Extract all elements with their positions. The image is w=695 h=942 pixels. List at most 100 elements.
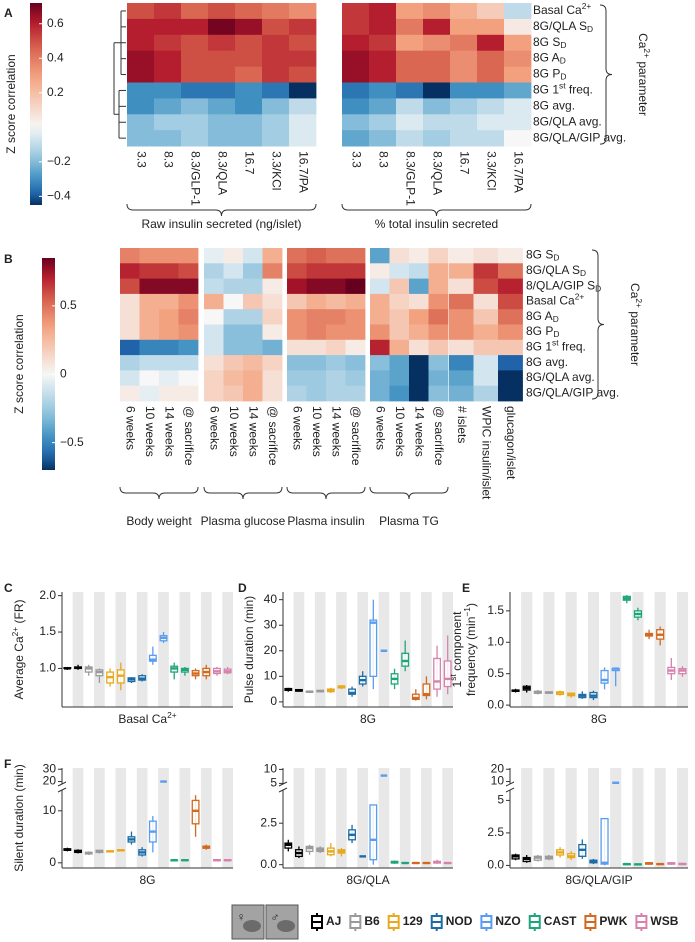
- background-stripe: [357, 592, 368, 707]
- heatmap-cell: [504, 98, 532, 115]
- heatmap-cell: [262, 248, 283, 264]
- heatmap-cell: [306, 248, 327, 264]
- sex-symbol: ♂: [271, 910, 280, 924]
- heatmap-cell: [154, 98, 182, 115]
- heatmap-cell: [423, 50, 451, 67]
- heatmap-cell: [342, 98, 370, 115]
- heatmap-cell: [127, 66, 155, 83]
- heatmap-cell: [306, 355, 327, 371]
- box: [191, 799, 200, 825]
- heatmap-cell: [223, 385, 244, 402]
- heatmap-cell: [243, 355, 263, 371]
- row-label: 8G/QLA avg.: [526, 370, 595, 384]
- heatmap-cell: [159, 263, 179, 279]
- y-tick-label: 1.0: [39, 661, 56, 675]
- block-brace: [369, 486, 449, 500]
- y-tick-label: 1.5: [487, 603, 504, 617]
- heatmap-cell: [154, 34, 182, 52]
- heatmap-cell: [204, 309, 224, 325]
- row-group-brace: [591, 249, 605, 400]
- y-tick-label: 10: [43, 803, 57, 817]
- text-run: 2+: [582, 1, 592, 11]
- heatmap-cell: [154, 50, 182, 67]
- heatmap-cell: [120, 355, 140, 371]
- heatmap-cell: [450, 130, 478, 147]
- heatmap-cell: [369, 18, 397, 36]
- background-stripe: [442, 768, 453, 868]
- heatmap-cell: [287, 263, 307, 279]
- heatmap-cell: [120, 370, 140, 387]
- heatmap-cell: [477, 82, 505, 99]
- text-run: 8G A: [533, 51, 560, 65]
- text-run: 8G S: [526, 248, 553, 262]
- heatmap-cell: [243, 293, 263, 310]
- heatmap-cell: [450, 50, 478, 67]
- heatmap-cell: [243, 385, 263, 402]
- heatmap-cell: [262, 66, 290, 83]
- heatmap-cell: [262, 293, 283, 310]
- heatmap-cell: [235, 66, 263, 83]
- heatmap-cell: [178, 293, 199, 310]
- block-brace: [341, 203, 532, 217]
- heatmap-cell: [127, 3, 155, 20]
- heatmap-cell: [120, 263, 140, 279]
- heatmap-cell: [473, 370, 499, 387]
- heatmap-cell: [235, 3, 263, 20]
- heatmap-cell: [423, 114, 451, 131]
- column-label: 10 weeks: [143, 406, 157, 457]
- heatmap-cell: [409, 293, 429, 310]
- heatmap-cell: [428, 355, 449, 371]
- y-tick-label: 10: [491, 774, 505, 788]
- y-tick-label: 2.0: [39, 588, 56, 602]
- heatmap-cell: [370, 385, 390, 402]
- heatmap-cell: [423, 82, 451, 99]
- heatmap-cell: [423, 130, 451, 147]
- heatmap-cell: [473, 355, 499, 371]
- heatmap-cell: [389, 324, 410, 341]
- background-stripe: [399, 768, 411, 868]
- heatmap-cell: [428, 263, 449, 279]
- column-label: @ sacrifice: [432, 406, 446, 466]
- heatmap-cell: [345, 248, 366, 264]
- background-stripe: [136, 592, 148, 707]
- y-tick-label: 0.0: [487, 858, 504, 872]
- heatmap-cell: [409, 263, 429, 279]
- heatmap-cell: [498, 370, 523, 387]
- column-label: 16.7: [242, 151, 256, 175]
- heatmap-cell: [204, 293, 224, 310]
- background-stripe: [543, 592, 555, 707]
- axis-break: [278, 787, 288, 793]
- heatmap-cell: [208, 3, 236, 20]
- heatmap-cell: [204, 324, 224, 341]
- heatmap-cell: [498, 248, 523, 264]
- y-axis-label: frequency (min−1): [462, 603, 478, 696]
- heatmap-cell: [120, 248, 140, 264]
- block-label: Raw insulin secreted (ng/islet): [141, 217, 302, 231]
- background-stripe: [200, 768, 212, 868]
- heatmap-cell: [473, 278, 499, 295]
- background-stripe: [293, 768, 305, 868]
- y-axis-label: Pulse duration (min): [242, 596, 256, 703]
- text-run: ): [464, 603, 478, 607]
- heatmap-cell: [396, 98, 424, 115]
- axis-break: [278, 781, 288, 787]
- heatmap-cell: [389, 293, 410, 310]
- background-stripe: [72, 592, 84, 707]
- heatmap-cell: [423, 98, 451, 115]
- heatmap-cell: [287, 355, 307, 371]
- row-label: 8G 1st freq.: [533, 81, 593, 97]
- panel-letter: E: [462, 581, 470, 595]
- colorbar-label: Z score correlation: [4, 54, 18, 153]
- heatmap-cell: [178, 309, 199, 325]
- heatmap-cell: [423, 34, 451, 52]
- y-tick-label: 0.5: [487, 666, 504, 680]
- heatmap-cell: [409, 385, 429, 402]
- background-stripe: [314, 592, 326, 707]
- heatmap-cell: [243, 309, 263, 325]
- heatmap-cell: [287, 293, 307, 310]
- heatmap-cell: [159, 309, 179, 325]
- heatmap-cell: [370, 309, 390, 325]
- box: [369, 619, 378, 677]
- heatmap-cell: [498, 278, 523, 295]
